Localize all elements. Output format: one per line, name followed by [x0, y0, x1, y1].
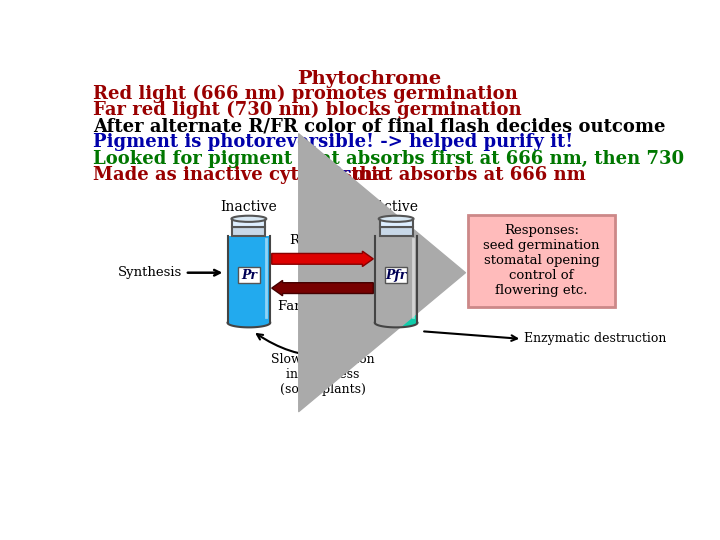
Text: Looked for pigment that absorbs first at 666 nm, then 730: Looked for pigment that absorbs first at… — [93, 150, 684, 167]
Ellipse shape — [379, 215, 413, 222]
Text: Far red light (730 nm) blocks germination: Far red light (730 nm) blocks germinatio… — [93, 101, 522, 119]
Polygon shape — [375, 236, 418, 323]
Text: Slow conversion
in darkness
(some plants): Slow conversion in darkness (some plants… — [271, 353, 374, 396]
FancyBboxPatch shape — [379, 227, 413, 236]
Text: Made as inactive cytoplasmic: Made as inactive cytoplasmic — [93, 166, 395, 184]
Text: Inactive: Inactive — [220, 200, 277, 214]
Text: Pigment is photoreversible! -> helped purify it!: Pigment is photoreversible! -> helped pu… — [93, 133, 573, 151]
FancyBboxPatch shape — [468, 215, 615, 307]
Text: Phytochrome: Phytochrome — [297, 70, 441, 88]
Text: Synthesis: Synthesis — [118, 266, 183, 279]
FancyBboxPatch shape — [385, 267, 407, 284]
Text: Active: Active — [374, 200, 418, 214]
Ellipse shape — [228, 318, 270, 327]
FancyBboxPatch shape — [233, 219, 266, 227]
Text: After alternate R/FR color of final flash decides outcome: After alternate R/FR color of final flas… — [93, 117, 665, 135]
FancyArrow shape — [271, 280, 373, 296]
Text: Pr: Pr — [328, 166, 351, 184]
Polygon shape — [228, 236, 270, 323]
Text: Pfr: Pfr — [385, 268, 407, 281]
Text: Red light (666 nm) promotes germination: Red light (666 nm) promotes germination — [93, 85, 518, 103]
Text: Far-red Light: Far-red Light — [278, 300, 367, 313]
Ellipse shape — [231, 215, 266, 222]
FancyBboxPatch shape — [233, 227, 266, 236]
FancyArrow shape — [271, 251, 373, 267]
Text: Enzymatic destruction: Enzymatic destruction — [524, 333, 667, 346]
Text: Red Light: Red Light — [289, 233, 356, 247]
Ellipse shape — [375, 318, 418, 327]
Text: that absorbs at 666 nm: that absorbs at 666 nm — [346, 166, 586, 184]
FancyBboxPatch shape — [238, 267, 260, 284]
FancyBboxPatch shape — [379, 219, 413, 227]
Text: Responses:
seed germination
stomatal opening
control of
flowering etc.: Responses: seed germination stomatal ope… — [483, 224, 600, 297]
Text: Pr: Pr — [241, 268, 257, 281]
